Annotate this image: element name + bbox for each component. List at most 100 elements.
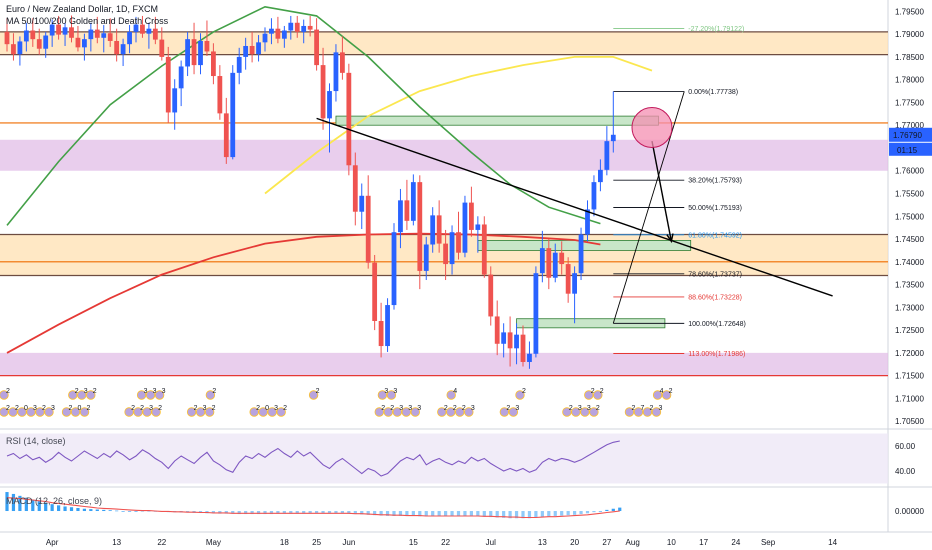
pattern-marker — [410, 407, 420, 417]
fib-anchor-line — [612, 91, 685, 324]
macd-histogram-bar — [218, 511, 222, 514]
pattern-marker — [79, 407, 90, 417]
pattern-marker — [154, 390, 165, 400]
candle-body — [546, 248, 552, 278]
macd-histogram-bar — [560, 511, 564, 516]
pattern-marker — [584, 390, 594, 400]
pattern-marker-label: 2 — [131, 405, 135, 412]
candle-body — [198, 40, 203, 66]
fib-level-label: 61.80%(1.74592) — [688, 232, 742, 239]
main-pane: -27.20%(1.79122) 0.00%(1.77738) 38.20%(1.7… — [0, 5, 888, 417]
macd-histogram-bar — [289, 511, 293, 514]
macd-histogram-bar — [598, 511, 602, 512]
pattern-marker-label: 2 — [256, 405, 260, 412]
price-tick-label: 1.71500 — [895, 372, 924, 381]
candle-body — [372, 262, 378, 321]
macd-histogram-bar — [444, 511, 448, 517]
macd-histogram-bar — [302, 511, 306, 514]
macd-histogram-bar — [611, 508, 615, 512]
fib-level-label: 88.60%(1.73228) — [688, 294, 742, 301]
fib-level-label: 38.20%(1.75793) — [688, 178, 742, 185]
candle-body — [82, 39, 87, 48]
pattern-marker — [508, 407, 519, 417]
pattern-marker-label: 3 — [203, 405, 207, 412]
candle-body — [75, 37, 81, 48]
pattern-marker — [464, 407, 474, 417]
macd-histogram-bar — [379, 511, 383, 516]
candle-body — [152, 28, 158, 40]
pattern-marker-label: 3 — [587, 405, 591, 412]
macd-tick-label: 0.00000 — [895, 507, 924, 516]
macd-histogram-bar — [82, 508, 86, 512]
macd-histogram-bar — [514, 511, 519, 519]
pattern-marker-label: 3 — [51, 405, 55, 412]
macd-histogram-bar — [508, 511, 512, 519]
pattern-marker-label: 0 — [78, 405, 82, 412]
price-tick-label: 1.77500 — [895, 98, 924, 107]
macd-histogram-bar — [495, 511, 499, 518]
time-tick-label: 14 — [828, 538, 837, 547]
macd-histogram-bar — [5, 492, 9, 512]
pattern-marker-label: 2 — [569, 405, 573, 412]
macd-histogram-bar — [553, 511, 557, 516]
time-tick-label: 13 — [112, 538, 121, 547]
candle-body — [340, 52, 345, 73]
candle-body — [417, 182, 423, 271]
macd-histogram-bar — [418, 511, 422, 517]
macd-histogram-bar — [11, 493, 16, 512]
rsi-tick-label: 60.00 — [895, 442, 916, 451]
candle-body — [204, 40, 210, 52]
macd-histogram-bar — [102, 509, 106, 512]
macd-histogram-bar — [482, 511, 486, 517]
pattern-marker-label: 3 — [33, 405, 37, 412]
pattern-marker — [44, 407, 54, 417]
candle-body — [11, 44, 16, 55]
price-tick-label: 1.76000 — [895, 167, 924, 176]
price-tick-label: 1.71000 — [895, 394, 924, 403]
macd-histogram-bar — [50, 504, 54, 512]
candle-body — [378, 321, 384, 347]
macd-histogram-bar — [147, 511, 151, 512]
macd-histogram-bar — [57, 505, 61, 512]
price-tick-label: 1.75000 — [895, 212, 924, 221]
macd-histogram-bar — [476, 511, 480, 517]
pattern-marker-label: 2 — [194, 405, 198, 412]
pattern-marker — [562, 407, 572, 417]
candle-body — [398, 200, 403, 233]
highlight-circle — [631, 106, 673, 148]
candle-body — [133, 24, 139, 32]
pattern-marker — [0, 390, 9, 400]
macd-histogram-bar — [295, 511, 299, 514]
price-tick-label: 1.78500 — [895, 53, 924, 62]
pattern-marker-label: 2 — [42, 405, 46, 412]
orange-zone — [0, 31, 888, 55]
candle-body — [610, 134, 616, 142]
purple-zone — [0, 352, 888, 376]
macd-histogram-bar — [437, 511, 441, 517]
candle-body — [494, 316, 500, 344]
arrow-head — [666, 233, 674, 244]
pattern-marker — [593, 390, 603, 400]
pattern-marker — [571, 407, 581, 417]
pattern-marker-label: 4 — [660, 388, 664, 395]
candle-body — [107, 33, 113, 41]
pattern-marker-label: 4 — [453, 388, 457, 395]
pattern-marker-label: 3 — [658, 405, 662, 412]
trendline — [316, 117, 833, 297]
candle-body — [191, 39, 197, 66]
pattern-marker-label: 2 — [212, 388, 216, 395]
candle-body — [4, 31, 10, 45]
macd-histogram-bar — [398, 511, 403, 516]
macd-histogram-bar — [250, 511, 254, 515]
price-tick-label: 1.74500 — [895, 235, 924, 244]
pattern-marker-label: 3 — [417, 405, 421, 412]
macd-histogram-bar — [31, 499, 35, 512]
pattern-marker-label: 3 — [149, 405, 153, 412]
projection-arrow — [651, 141, 673, 242]
pattern-marker-label: 2 — [506, 405, 510, 412]
pattern-marker-label: 2 — [158, 405, 162, 412]
time-tick-label: 13 — [538, 538, 547, 547]
macd-histogram-bar — [392, 511, 396, 516]
pattern-marker — [386, 390, 397, 400]
candle-body — [552, 252, 558, 278]
